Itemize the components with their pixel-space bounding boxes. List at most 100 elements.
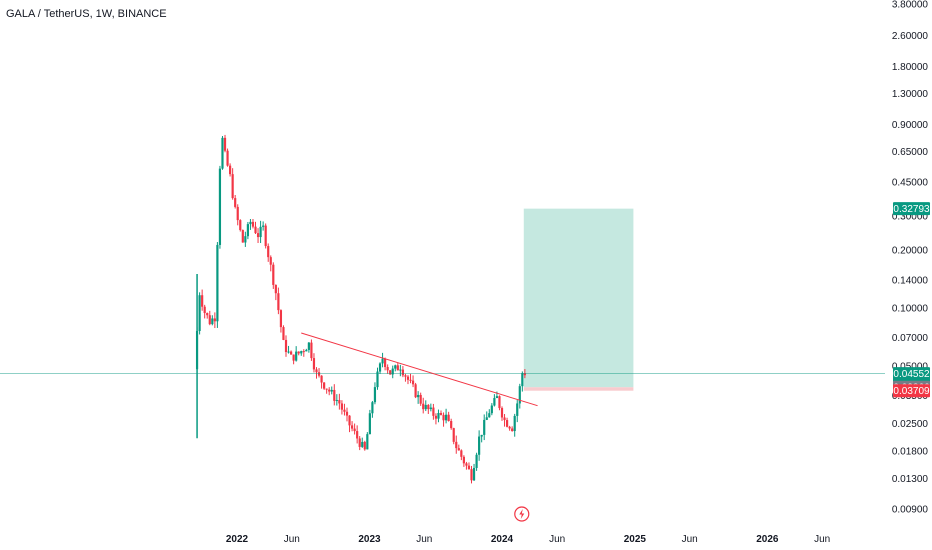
candle[interactable] <box>503 414 506 427</box>
candle[interactable] <box>399 364 402 377</box>
stop-zone[interactable] <box>523 387 634 391</box>
candle[interactable] <box>439 410 443 416</box>
candle[interactable] <box>478 430 481 461</box>
candle[interactable] <box>505 417 509 428</box>
candle[interactable] <box>350 421 354 432</box>
candle[interactable] <box>312 353 316 373</box>
candle[interactable] <box>378 362 382 374</box>
target-zone[interactable] <box>523 208 634 388</box>
candle[interactable] <box>297 351 300 356</box>
candle[interactable] <box>518 383 521 409</box>
candle[interactable] <box>335 394 338 406</box>
candle[interactable] <box>320 375 323 389</box>
candle[interactable] <box>396 362 399 371</box>
candle[interactable] <box>338 393 341 410</box>
candle[interactable] <box>371 400 374 418</box>
candle[interactable] <box>442 412 445 427</box>
candle[interactable] <box>340 400 344 415</box>
candle[interactable] <box>462 455 465 467</box>
candle[interactable] <box>366 432 369 450</box>
candle[interactable] <box>272 262 275 289</box>
candle[interactable] <box>203 304 206 319</box>
candle[interactable] <box>256 228 260 244</box>
candle[interactable] <box>206 312 209 319</box>
candle[interactable] <box>472 463 476 481</box>
candle[interactable] <box>437 409 440 423</box>
candle[interactable] <box>201 289 204 311</box>
candle[interactable] <box>419 392 422 406</box>
candle[interactable] <box>429 403 432 412</box>
candle[interactable] <box>480 434 483 443</box>
candle[interactable] <box>508 425 511 431</box>
price-tag[interactable]: 0.32793 <box>893 202 930 216</box>
candle[interactable] <box>267 243 270 262</box>
candle[interactable] <box>414 382 417 399</box>
trendline[interactable] <box>301 332 538 407</box>
candle[interactable] <box>254 221 257 235</box>
candle[interactable] <box>229 163 232 177</box>
flash-icon[interactable] <box>514 506 530 522</box>
candle[interactable] <box>521 371 524 392</box>
candle[interactable] <box>475 452 478 471</box>
candle[interactable] <box>404 373 407 382</box>
candle[interactable] <box>406 375 410 385</box>
candle[interactable] <box>500 406 504 421</box>
candle[interactable] <box>289 350 293 355</box>
candle[interactable] <box>485 411 488 421</box>
candle[interactable] <box>361 437 364 448</box>
candle[interactable] <box>295 346 298 362</box>
candle[interactable] <box>356 425 359 444</box>
candle[interactable] <box>345 407 349 422</box>
candle[interactable] <box>516 400 519 423</box>
candle[interactable] <box>284 335 288 357</box>
candle[interactable] <box>389 370 392 375</box>
candle[interactable] <box>323 382 326 390</box>
candle[interactable] <box>300 350 303 356</box>
price-axis[interactable]: 3.80000 2.60000 1.80000 1.30000 0.90000 0.650… <box>892 0 929 516</box>
candle[interactable] <box>427 404 430 414</box>
candle[interactable] <box>264 223 267 249</box>
candle[interactable] <box>198 292 201 335</box>
candle[interactable] <box>330 386 333 395</box>
candle[interactable] <box>226 148 229 167</box>
candle[interactable] <box>246 221 249 240</box>
candle[interactable] <box>386 364 389 374</box>
candle[interactable] <box>279 309 283 333</box>
time-axis[interactable]: 2022 Jun 2023 Jun 2024 Jun 2025 Jun 2026 Jun <box>226 534 830 545</box>
candle[interactable] <box>381 352 384 368</box>
candle[interactable] <box>483 414 486 441</box>
candle[interactable] <box>457 444 460 451</box>
candle[interactable] <box>221 135 224 170</box>
candle[interactable] <box>401 366 404 378</box>
candle[interactable] <box>460 449 463 461</box>
candle[interactable] <box>251 219 255 229</box>
candle[interactable] <box>333 384 336 406</box>
candle[interactable] <box>302 349 305 357</box>
price-tag[interactable]: 0.03709 <box>893 384 930 398</box>
candle[interactable] <box>450 418 453 430</box>
candle[interactable] <box>511 426 514 432</box>
candle[interactable] <box>277 287 280 315</box>
candle[interactable] <box>287 345 290 354</box>
candle[interactable] <box>317 368 321 378</box>
candle[interactable] <box>274 284 277 301</box>
candle[interactable] <box>239 219 242 232</box>
candle[interactable] <box>241 229 244 243</box>
candle[interactable] <box>409 373 412 384</box>
candle[interactable] <box>234 194 237 209</box>
candle[interactable] <box>358 436 361 451</box>
candle[interactable] <box>343 403 346 416</box>
candle[interactable] <box>432 403 435 420</box>
candle[interactable] <box>391 365 394 379</box>
candle[interactable] <box>373 382 377 405</box>
candle[interactable] <box>467 462 471 470</box>
candle[interactable] <box>305 348 308 352</box>
candle[interactable] <box>213 312 216 329</box>
candle[interactable] <box>498 395 501 411</box>
candle[interactable] <box>315 367 318 379</box>
candle[interactable] <box>455 435 458 454</box>
candle[interactable] <box>493 394 496 407</box>
candle[interactable] <box>394 364 397 372</box>
candle[interactable] <box>363 440 366 451</box>
